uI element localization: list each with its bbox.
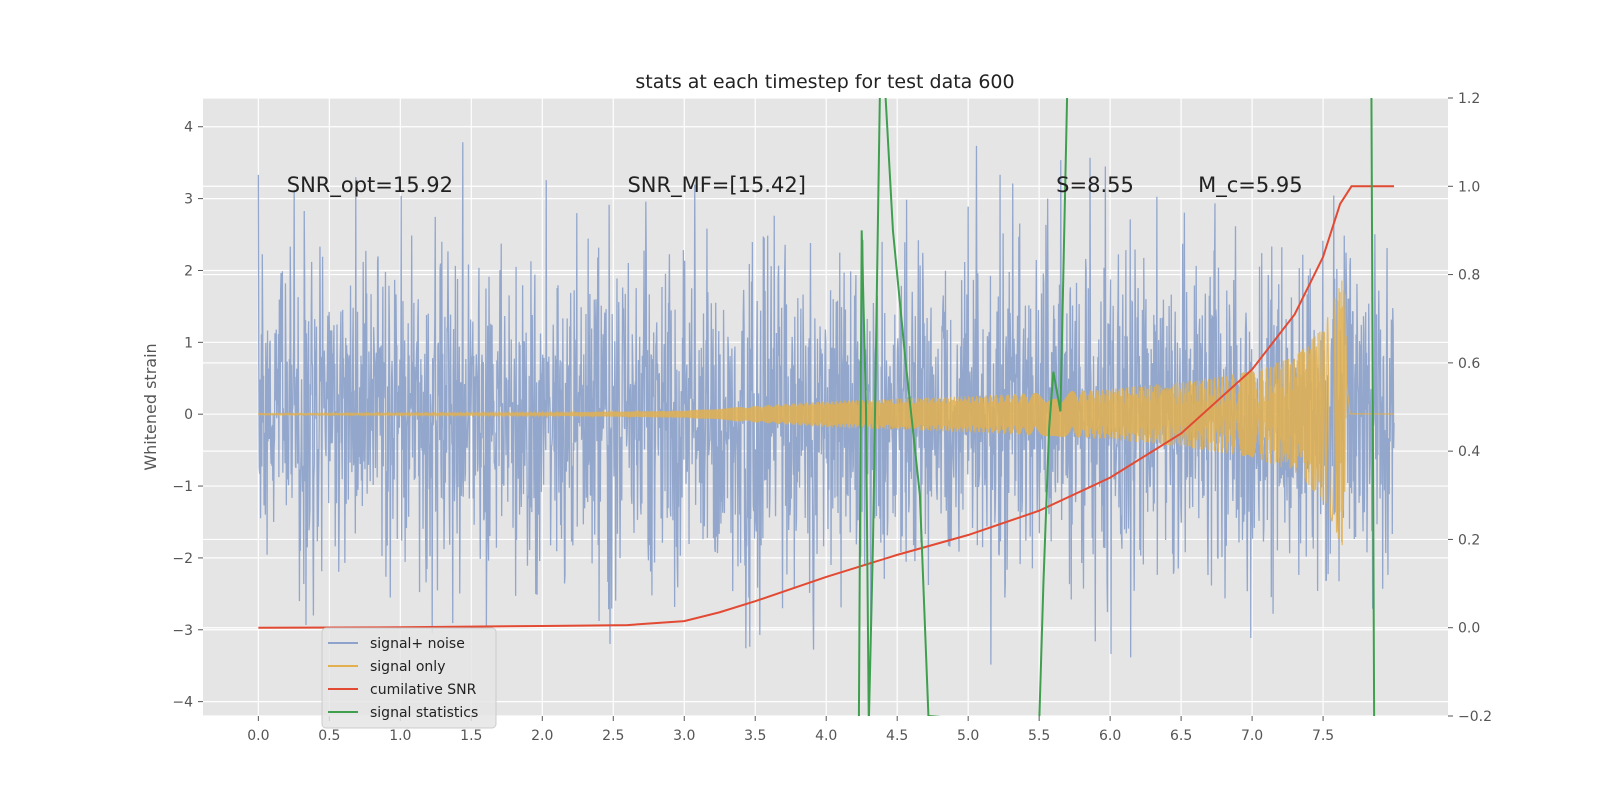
x-tick-label: 6.5: [1170, 728, 1192, 744]
series-layer: [257, 98, 1395, 716]
series-signal-noise: [257, 142, 1395, 665]
x-tick-label: 2.5: [602, 728, 624, 744]
series-cumilative-snr: [258, 185, 1395, 629]
y2-tick-label: 0.2: [1458, 532, 1480, 548]
y-tick-label: −3: [172, 623, 193, 639]
y-tick-label: 3: [184, 192, 193, 208]
x-tick-label: 5.5: [1028, 728, 1050, 744]
series-signal-statistics: [857, 98, 1376, 716]
x-tick-label: 6.0: [1099, 728, 1121, 744]
annotation-0: SNR_opt=15.92: [287, 173, 453, 198]
y-tick-label: −1: [172, 479, 193, 495]
y-tick-label: 4: [184, 120, 193, 136]
y2-tick-label: 1.2: [1458, 91, 1480, 107]
y-tick-label: −2: [172, 551, 193, 567]
x-tick-label: 3.5: [744, 728, 766, 744]
y-tick-label: 0: [184, 407, 193, 423]
x-tick-label: 1.5: [460, 728, 482, 744]
legend-signal-statistics-label: signal statistics: [370, 705, 478, 721]
x-tick-label: 5.0: [957, 728, 979, 744]
y-tick-label: −4: [172, 695, 193, 711]
y2-tick-label: 0.4: [1458, 444, 1480, 460]
y2-tick-label: 0.8: [1458, 268, 1480, 284]
y-tick-label: 2: [184, 263, 193, 279]
chart-title: stats at each timestep for test data 600: [635, 71, 1014, 93]
x-tick-label: 4.5: [886, 728, 908, 744]
y-axis-label: Whitened strain: [141, 343, 160, 470]
annotation-1: SNR_MF=[15.42]: [627, 173, 805, 198]
x-tick-label: 2.0: [531, 728, 553, 744]
y-tick-label: 1: [184, 335, 193, 351]
legend-signal-only-label: signal only: [370, 659, 445, 675]
y2-tick-label: −0.2: [1458, 709, 1492, 725]
x-tick-label: 4.0: [815, 728, 837, 744]
y2-tick-label: 0.6: [1458, 356, 1480, 372]
x-tick-label: 0.5: [318, 728, 340, 744]
series-signal-only: [257, 280, 1395, 546]
annotation-2: S=8.55: [1056, 173, 1134, 197]
legend: signal+ noise signal only cumilative SNR si…: [321, 627, 497, 729]
y2-tick-label: 1.0: [1458, 179, 1480, 195]
ticks: 0.0 0.5 1.0 1.5 2.0 2.5 3.0 3.5 4.0 4.5 5.0 5.5 6.0 6…: [172, 91, 1492, 744]
x-tick-label: 3.0: [673, 728, 695, 744]
x-tick-label: 7.0: [1241, 728, 1263, 744]
x-tick-label: 0.0: [247, 728, 269, 744]
y2-tick-label: 0.0: [1458, 621, 1480, 637]
annotations: SNR_opt=15.92 SNR_MF=[15.42] S=8.55 M_c=5.9…: [287, 173, 1303, 198]
legend-cumilative-snr-label: cumilative SNR: [370, 682, 477, 698]
legend-box: [321, 627, 497, 729]
annotation-3: M_c=5.95: [1198, 173, 1303, 198]
legend-signal-noise-label: signal+ noise: [370, 636, 465, 652]
x-tick-label: 7.5: [1312, 728, 1334, 744]
x-tick-label: 1.0: [389, 728, 411, 744]
